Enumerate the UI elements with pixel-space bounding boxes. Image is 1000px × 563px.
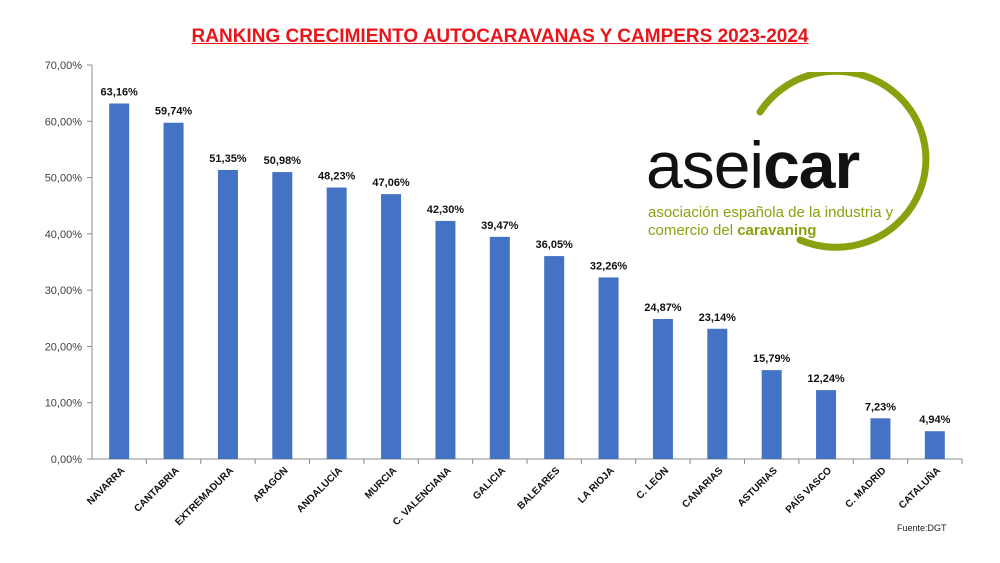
logo-word-bold: car xyxy=(763,128,860,202)
bar xyxy=(489,236,510,459)
aseicar-logo: aseicar asociación española de la indust… xyxy=(640,72,940,252)
logo-word-light: asei xyxy=(646,128,764,202)
category-label: CATALUÑA xyxy=(896,464,943,511)
source-note: Fuente:DGT xyxy=(897,523,947,533)
bar xyxy=(816,390,837,459)
category-label: C. LEÓN xyxy=(633,464,671,502)
bar xyxy=(870,418,891,459)
bar xyxy=(707,328,728,459)
category-label: EXTREMADURA xyxy=(173,465,236,528)
y-tick-label: 70,00% xyxy=(45,60,83,72)
bar xyxy=(435,220,456,459)
bar xyxy=(272,172,293,460)
category-label: NAVARRA xyxy=(85,465,127,507)
category-label: ANDALUCÍA xyxy=(294,464,345,515)
bar xyxy=(326,187,347,459)
logo-swoosh-icon xyxy=(756,72,930,251)
data-label: 23,14% xyxy=(699,312,737,324)
category-label: GALICIA xyxy=(471,465,508,502)
data-label: 7,23% xyxy=(865,401,896,413)
y-tick-label: 0,00% xyxy=(51,454,82,466)
data-label: 51,35% xyxy=(209,153,247,165)
data-label: 42,30% xyxy=(427,204,465,216)
bar xyxy=(381,194,402,459)
category-label: C. MADRID xyxy=(843,465,888,510)
category-label: CANTABRIA xyxy=(132,465,181,514)
logo-tagline-1: asociación española de la industria y xyxy=(648,204,894,221)
bar xyxy=(109,103,130,460)
data-label: 36,05% xyxy=(536,239,574,251)
category-label: MURCIA xyxy=(363,465,399,501)
y-tick-label: 40,00% xyxy=(45,229,83,241)
category-label: C. VALENCIANA xyxy=(391,465,454,528)
category-label: BALEARES xyxy=(516,465,563,512)
bar xyxy=(761,370,782,459)
bar xyxy=(217,169,238,460)
data-label: 48,23% xyxy=(318,171,356,183)
data-label: 50,98% xyxy=(264,155,302,167)
category-label: ASTURIAS xyxy=(736,465,780,509)
data-label: 59,74% xyxy=(155,106,193,118)
chart-title: RANKING CRECIMIENTO AUTOCARAVANAS Y CAMP… xyxy=(191,26,809,47)
bar xyxy=(163,122,184,459)
data-label: 63,16% xyxy=(101,86,139,98)
bar xyxy=(598,277,619,459)
y-tick-label: 10,00% xyxy=(45,398,83,410)
data-label: 32,26% xyxy=(590,260,628,272)
category-label: LA RIOJA xyxy=(576,465,617,506)
category-label: ARAGÓN xyxy=(250,464,291,505)
bar xyxy=(652,319,673,459)
data-label: 15,79% xyxy=(753,353,791,365)
bar xyxy=(924,431,945,459)
y-tick-label: 50,00% xyxy=(45,173,83,185)
category-label: CANARIAS xyxy=(680,465,725,510)
logo-tagline-2b: caravaning xyxy=(737,222,817,239)
data-label: 39,47% xyxy=(481,220,519,232)
logo-wordmark: aseicar xyxy=(646,132,860,198)
data-label: 24,87% xyxy=(644,302,682,314)
category-label: PAÍS VASCO xyxy=(782,464,834,516)
data-label: 4,94% xyxy=(919,414,950,426)
logo-tagline-2a: comercio del xyxy=(648,222,738,239)
data-label: 47,06% xyxy=(372,177,410,189)
logo-tagline-2: comercio del caravaning xyxy=(648,222,816,239)
bar xyxy=(544,256,565,459)
y-tick-label: 60,00% xyxy=(45,116,83,128)
y-tick-label: 30,00% xyxy=(45,285,83,297)
data-label: 12,24% xyxy=(807,373,845,385)
y-tick-label: 20,00% xyxy=(45,341,83,353)
